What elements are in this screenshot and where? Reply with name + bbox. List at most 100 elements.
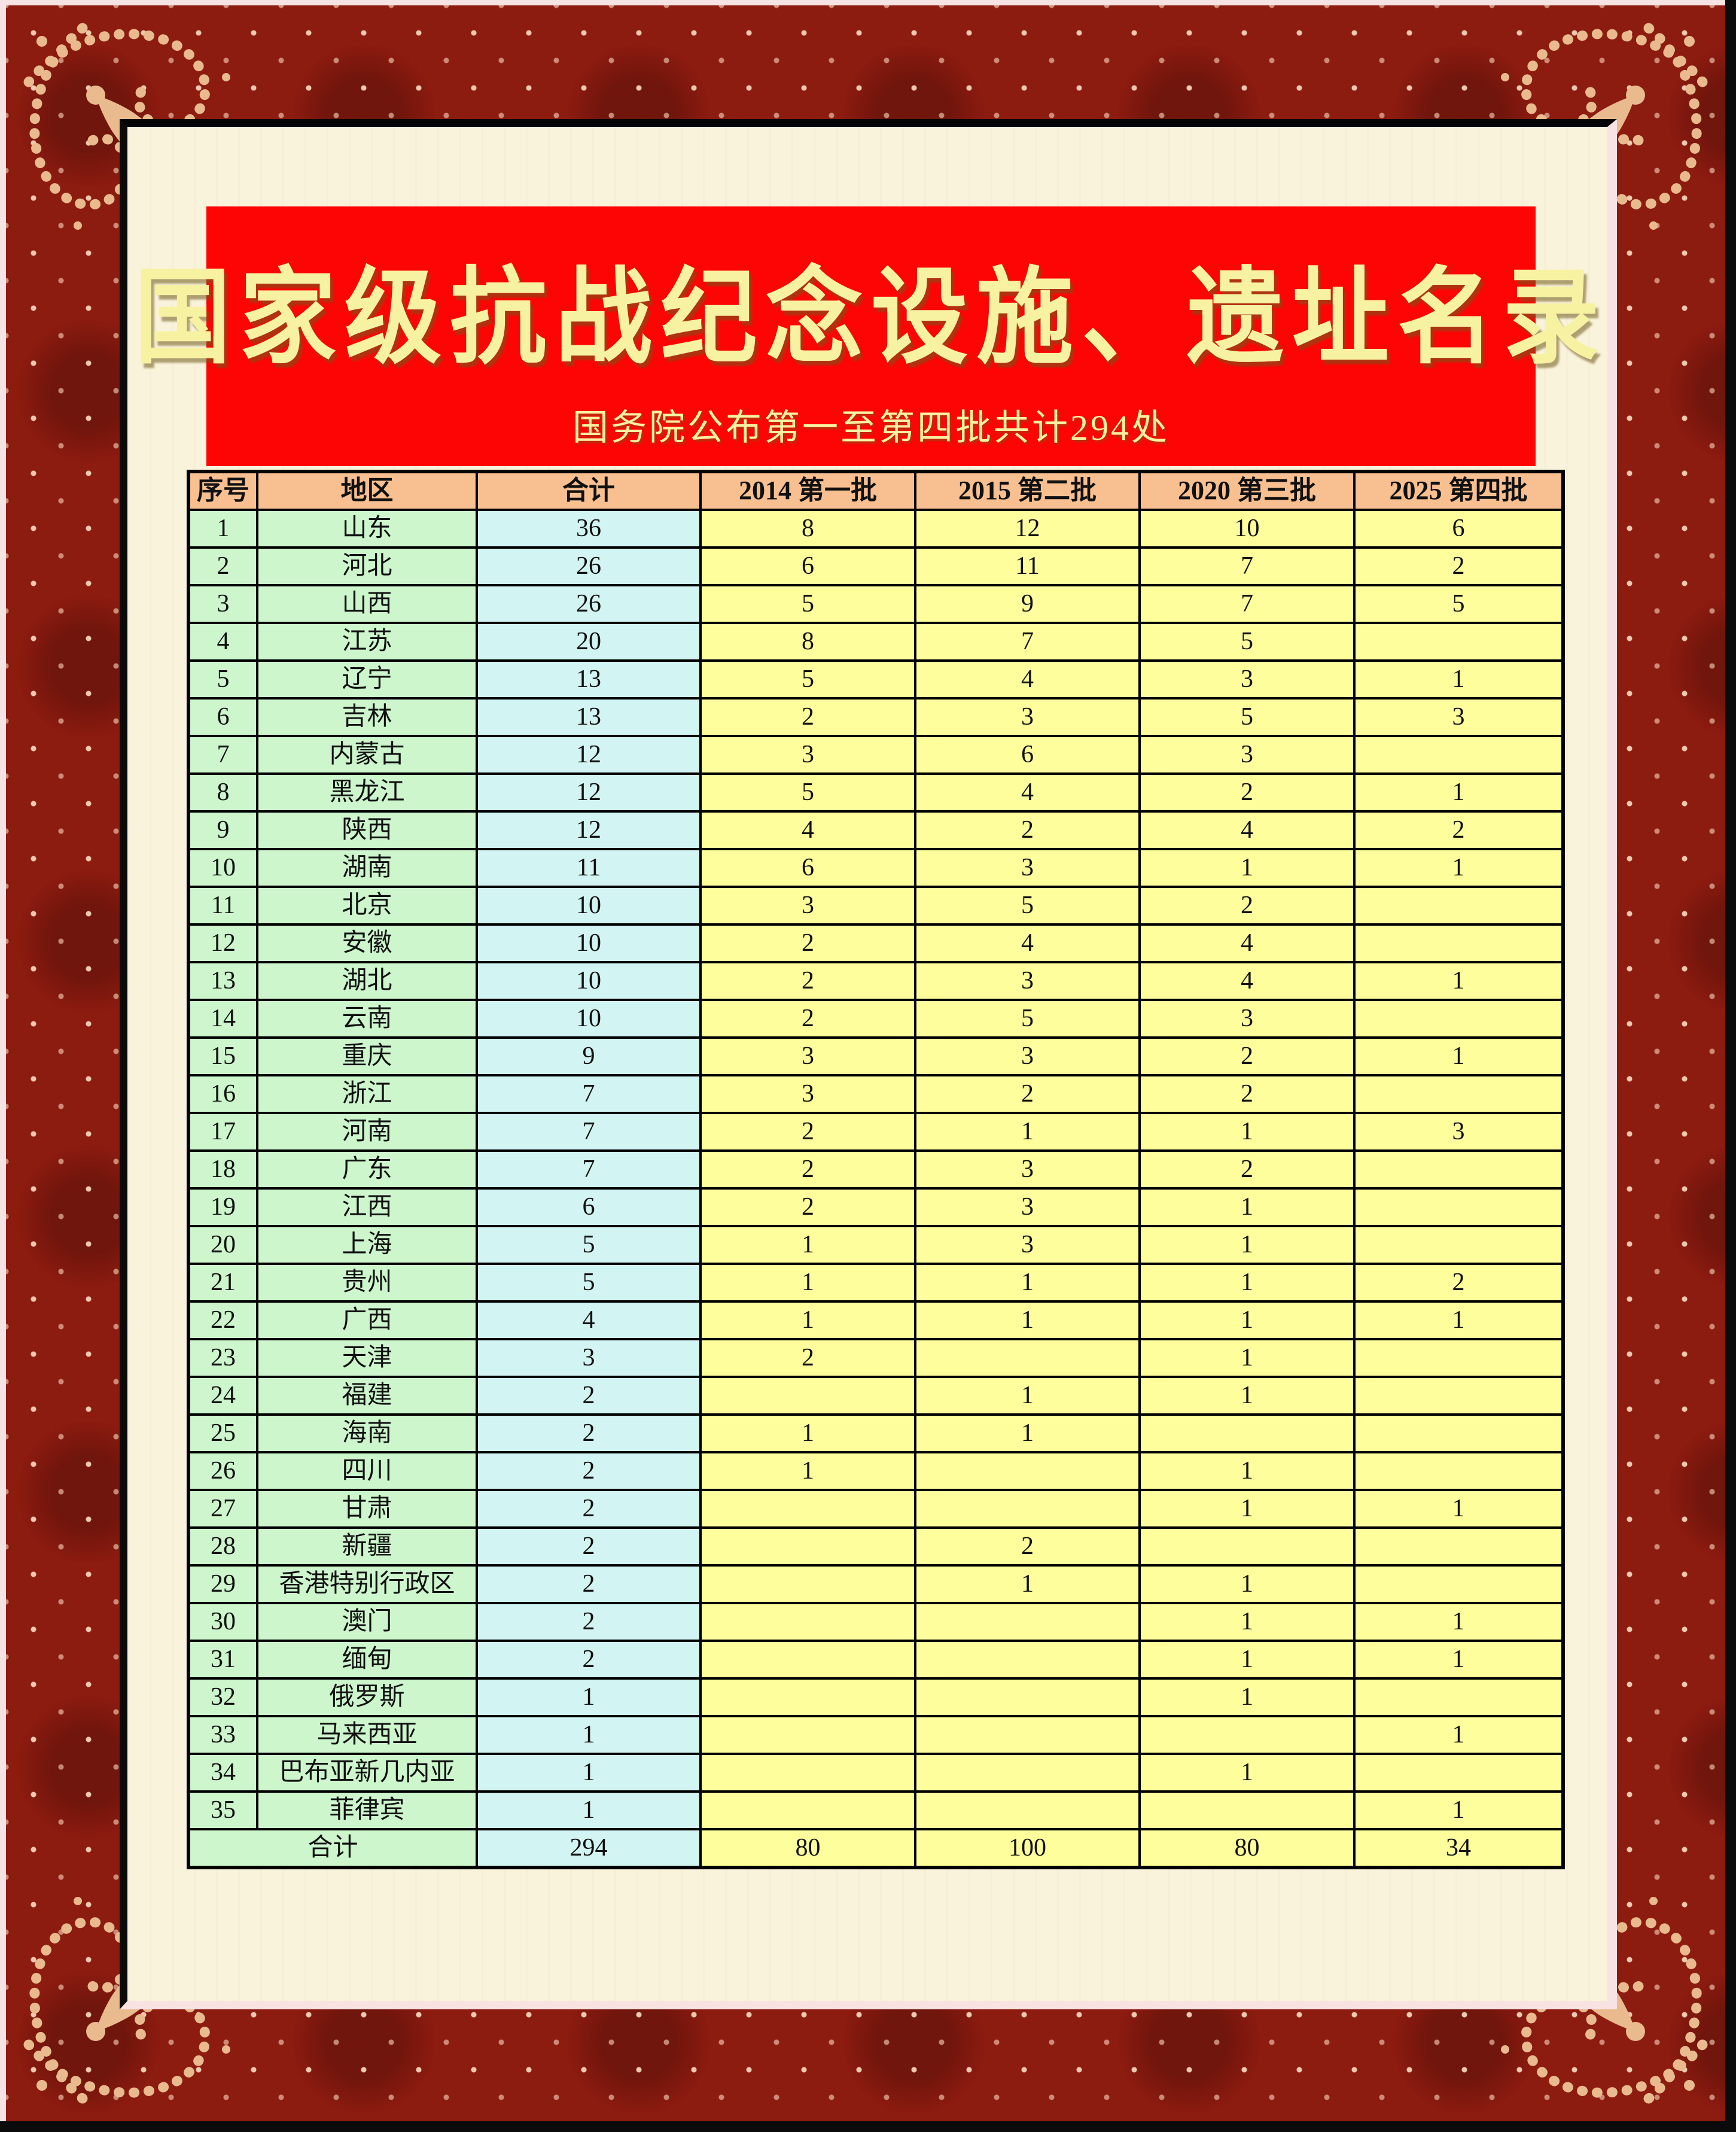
seq-cell: 30 — [187, 1602, 258, 1642]
batch4-cell: 1 — [1353, 1602, 1564, 1642]
table-row: 3 山西 26 5 9 7 5 — [187, 584, 1564, 624]
seq-cell: 13 — [187, 961, 258, 1001]
total-cell: 2 — [476, 1564, 702, 1604]
batch4-cell: 1 — [1353, 1300, 1564, 1340]
total-cell: 26 — [476, 584, 702, 624]
col-header-batch1-2014: 2014 第一批 — [699, 470, 916, 511]
seq-cell: 29 — [187, 1564, 258, 1604]
seq-cell: 4 — [187, 622, 258, 662]
table-row: 12 安徽 10 2 4 4 — [187, 923, 1564, 963]
batch2-cell: 4 — [914, 659, 1141, 699]
total-cell: 7 — [476, 1149, 702, 1190]
region-cell: 北京 — [256, 886, 478, 926]
table-row: 11 北京 10 3 5 2 — [187, 886, 1564, 926]
batch2-cell: 3 — [914, 1149, 1141, 1190]
batch3-cell: 1 — [1138, 1451, 1356, 1491]
batch2-cell: 2 — [914, 1074, 1141, 1114]
batch3-cell: 1 — [1138, 1564, 1356, 1604]
batch3-cell: 3 — [1138, 735, 1356, 775]
seq-cell: 7 — [187, 735, 258, 775]
batch4-cell — [1353, 1187, 1564, 1227]
total-cell: 9 — [476, 1036, 702, 1076]
region-cell: 安徽 — [256, 923, 478, 963]
region-cell: 甘肃 — [256, 1489, 478, 1529]
table-row: 19 江西 6 2 3 1 — [187, 1187, 1564, 1227]
batch2-cell: 2 — [914, 1526, 1141, 1567]
table-row: 22 广西 4 1 1 1 1 — [187, 1300, 1564, 1340]
table-row: 34 巴布亚新几内亚 1 1 — [187, 1753, 1564, 1793]
batch2-cell: 4 — [914, 772, 1141, 813]
frame-shadow-bottom — [0, 2121, 1736, 2132]
seq-cell: 10 — [187, 848, 258, 888]
region-cell: 江西 — [256, 1187, 478, 1227]
total-cell: 10 — [476, 961, 702, 1001]
region-cell: 江苏 — [256, 622, 478, 662]
batch2-cell: 3 — [914, 848, 1141, 888]
table-row: 30 澳门 2 1 1 — [187, 1602, 1564, 1642]
batch4-cell — [1353, 1338, 1564, 1378]
batch2-cell — [914, 1753, 1141, 1793]
total-cell: 1 — [476, 1677, 702, 1717]
table-row: 28 新疆 2 2 — [187, 1526, 1564, 1567]
batch4-cell — [1353, 1376, 1564, 1416]
total-cell: 7 — [476, 1112, 702, 1152]
batch4-cell: 1 — [1353, 1036, 1564, 1076]
total-cell: 2 — [476, 1451, 702, 1491]
batch1-cell — [699, 1790, 916, 1830]
batch2-cell: 6 — [914, 735, 1141, 775]
batch3-cell: 7 — [1138, 584, 1356, 624]
seq-cell: 32 — [187, 1677, 258, 1717]
batch2-cell — [914, 1790, 1141, 1830]
batch4-cell: 1 — [1353, 1640, 1564, 1680]
batch2-cell: 3 — [914, 697, 1141, 737]
col-header-batch4-2025: 2025 第四批 — [1353, 470, 1564, 511]
total-cell: 1 — [476, 1753, 702, 1793]
region-cell: 海南 — [256, 1413, 478, 1453]
batch4-cell: 1 — [1353, 1790, 1564, 1830]
total-cell: 2 — [476, 1413, 702, 1453]
table-row: 17 河南 7 2 1 1 3 — [187, 1112, 1564, 1152]
batch4-cell: 2 — [1353, 810, 1564, 850]
table-row: 21 贵州 5 1 1 1 2 — [187, 1263, 1564, 1303]
batch3-cell: 2 — [1138, 886, 1356, 926]
table-row: 20 上海 5 1 3 1 — [187, 1225, 1564, 1265]
batch3-cell: 1 — [1138, 1225, 1356, 1265]
seq-cell: 6 — [187, 697, 258, 737]
batch4-cell: 1 — [1353, 848, 1564, 888]
seq-cell: 21 — [187, 1263, 258, 1303]
total-batch3-cell: 80 — [1138, 1828, 1356, 1869]
batch1-cell: 2 — [699, 999, 916, 1039]
batch3-cell: 4 — [1138, 923, 1356, 963]
batch1-cell: 2 — [699, 961, 916, 1001]
region-cell: 内蒙古 — [256, 735, 478, 775]
region-cell: 马来西亚 — [256, 1715, 478, 1755]
region-cell: 贵州 — [256, 1263, 478, 1303]
batch2-cell: 4 — [914, 923, 1141, 963]
batch2-cell: 9 — [914, 584, 1141, 624]
region-cell: 福建 — [256, 1376, 478, 1416]
batch3-cell: 2 — [1138, 772, 1356, 813]
batch3-cell: 1 — [1138, 1640, 1356, 1680]
batch2-cell: 1 — [914, 1413, 1141, 1453]
seq-cell: 31 — [187, 1640, 258, 1680]
col-header-batch3-2020: 2020 第三批 — [1138, 470, 1356, 511]
batch4-cell: 2 — [1353, 1263, 1564, 1303]
batch3-cell: 3 — [1138, 659, 1356, 699]
batch1-cell — [699, 1753, 916, 1793]
seq-cell: 20 — [187, 1225, 258, 1265]
batch4-cell: 6 — [1353, 509, 1564, 549]
total-cell: 11 — [476, 848, 702, 888]
total-batch2-cell: 100 — [914, 1828, 1141, 1869]
batch3-cell: 1 — [1138, 1489, 1356, 1529]
batch1-cell: 6 — [699, 546, 916, 586]
batch2-cell: 1 — [914, 1564, 1141, 1604]
table-row: 25 海南 2 1 1 — [187, 1413, 1564, 1453]
batch1-cell: 2 — [699, 1187, 916, 1227]
batch1-cell: 2 — [699, 697, 916, 737]
total-cell: 10 — [476, 999, 702, 1039]
batch3-cell: 5 — [1138, 697, 1356, 737]
batch4-cell: 3 — [1353, 1112, 1564, 1152]
total-cell: 26 — [476, 546, 702, 586]
total-cell: 10 — [476, 886, 702, 926]
table-row: 7 内蒙古 12 3 6 3 — [187, 735, 1564, 775]
